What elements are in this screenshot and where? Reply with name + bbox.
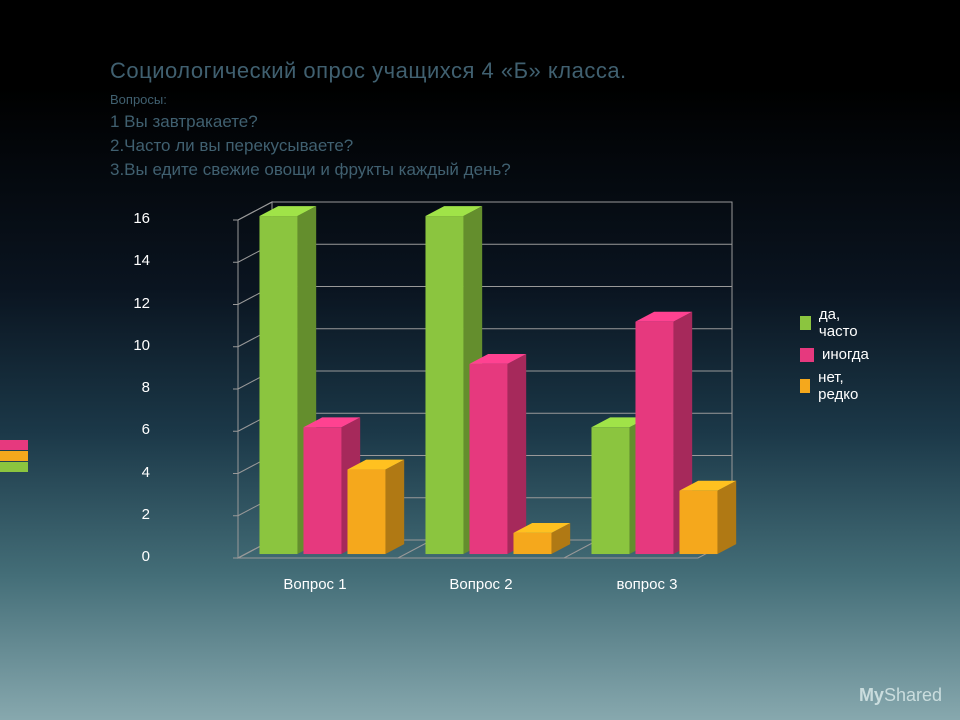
legend-label-1: да, часто [819,306,869,340]
xtick: Вопрос 1 [235,576,395,593]
legend-swatch-3 [800,379,810,393]
ytick: 4 [90,464,150,481]
watermark: MyShared [859,685,942,706]
xtick: вопрос 3 [567,576,727,593]
legend-swatch-1 [800,316,811,330]
questions-header: Вопросы: [110,92,167,107]
xtick: Вопрос 2 [401,576,561,593]
ytick: 2 [90,506,150,523]
legend-item-1: да, часто [800,306,869,340]
watermark-my: My [859,685,884,705]
ytick: 14 [90,252,150,269]
ytick: 10 [90,337,150,354]
question-2: 2.Часто ли вы перекусываете? [110,136,353,156]
question-3: 3.Вы едите свежие овощи и фрукты каждый … [110,160,511,180]
chart-svg [160,200,780,620]
ytick: 8 [90,379,150,396]
legend-label-3: нет, редко [818,369,869,403]
legend-swatch-2 [800,348,814,362]
slide-title: Социологический опрос учащихся 4 «Б» кла… [110,58,627,84]
legend-item-2: иногда [800,346,869,363]
accent-green [0,462,28,472]
ytick: 0 [90,548,150,565]
legend-item-3: нет, редко [800,369,869,403]
legend: да, часто иногда нет, редко [800,300,869,409]
watermark-shared: Shared [884,685,942,705]
question-1: 1 Вы завтракаете? [110,112,258,132]
accent-orange [0,451,28,461]
accent-pink [0,440,28,450]
sidebar-accent [0,440,28,473]
ytick: 6 [90,421,150,438]
survey-chart: да, часто иногда нет, редко 024681012141… [90,200,790,620]
legend-label-2: иногда [822,346,869,363]
ytick: 12 [90,295,150,312]
slide: Социологический опрос учащихся 4 «Б» кла… [0,0,960,720]
ytick: 16 [90,210,150,227]
